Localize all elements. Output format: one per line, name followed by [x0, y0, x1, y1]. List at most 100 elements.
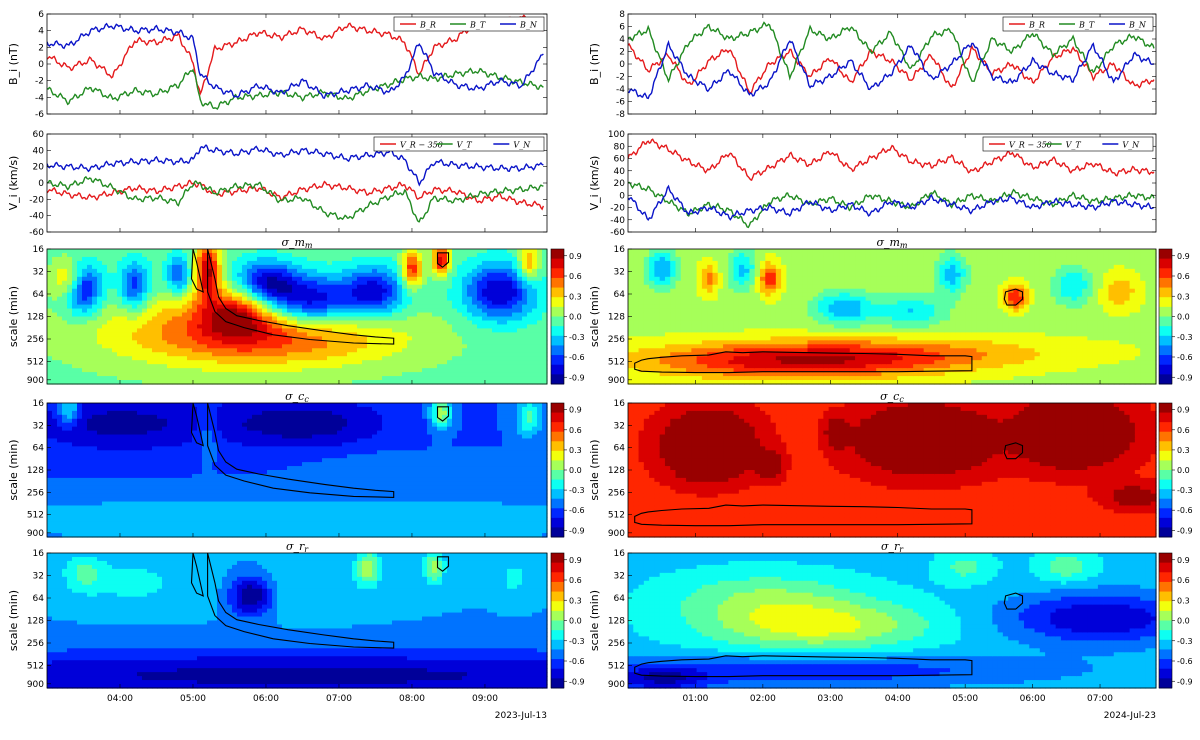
- heatmap-cell: [182, 368, 188, 373]
- heatmap-cell: [287, 376, 293, 381]
- heatmap-cell: [327, 285, 333, 290]
- heatmap-cell: [482, 305, 488, 310]
- heatmap-cell: [212, 340, 218, 345]
- heatmap-cell: [367, 324, 373, 329]
- heatmap-cell: [307, 265, 313, 270]
- heatmap-cell: [382, 265, 388, 270]
- heatmap-cell: [477, 293, 483, 298]
- heatmap-cell: [352, 328, 358, 333]
- heatmap-cell: [117, 273, 123, 278]
- heatmap-cell: [102, 313, 108, 318]
- heatmap-cell: [77, 403, 83, 408]
- heatmap-cell: [242, 313, 248, 318]
- heatmap-cell: [372, 317, 378, 322]
- heatmap-cell: [267, 257, 273, 262]
- heatmap-cell: [172, 336, 178, 341]
- heatmap-cell: [532, 356, 538, 361]
- heatmap-cell: [272, 273, 278, 278]
- heatmap-cell: [72, 415, 78, 420]
- heatmap-cell: [137, 317, 143, 322]
- heatmap-cell: [347, 364, 353, 369]
- heatmap-cell: [257, 313, 263, 318]
- heatmap-cell: [107, 348, 113, 353]
- heatmap-cell: [57, 249, 63, 254]
- heatmap-cell: [377, 297, 383, 302]
- heatmap-cell: [372, 320, 378, 325]
- heatmap-cell: [387, 348, 393, 353]
- heatmap-cell: [62, 529, 68, 534]
- heatmap-cell: [457, 336, 463, 341]
- heatmap-cell: [262, 348, 268, 353]
- heatmap-cell: [272, 348, 278, 353]
- heatmap-cell: [182, 336, 188, 341]
- heatmap-cell: [302, 273, 308, 278]
- heatmap-cell: [262, 368, 268, 373]
- heatmap-cell: [202, 261, 208, 266]
- heatmap-cell: [307, 360, 313, 365]
- heatmap-cell: [517, 317, 523, 322]
- heatmap-cell: [527, 277, 533, 282]
- heatmap-cell: [332, 372, 338, 377]
- heatmap-cell: [297, 269, 303, 274]
- heatmap-cell: [132, 281, 138, 286]
- heatmap-cell: [537, 293, 543, 298]
- heatmap-cell: [362, 360, 368, 365]
- heatmap-cell: [432, 340, 438, 345]
- heatmap-cell: [77, 317, 83, 322]
- heatmap-cell: [97, 301, 103, 306]
- heatmap-cell: [337, 253, 343, 258]
- heatmap-cell: [207, 320, 213, 325]
- heatmap-cell: [387, 372, 393, 377]
- heatmap-cell: [417, 309, 423, 314]
- heatmap-cell: [397, 277, 403, 282]
- heatmap-cell: [87, 427, 93, 432]
- heatmap-cell: [257, 257, 263, 262]
- heatmap-cell: [437, 285, 443, 290]
- heatmap-cell: [272, 281, 278, 286]
- heatmap-cell: [52, 336, 58, 341]
- heatmap-cell: [507, 368, 513, 373]
- heatmap-cell: [302, 352, 308, 357]
- heatmap-cell: [357, 253, 363, 258]
- heatmap-cell: [227, 285, 233, 290]
- heatmap-cell: [77, 309, 83, 314]
- heatmap-cell: [337, 297, 343, 302]
- heatmap-cell: [527, 285, 533, 290]
- heatmap-cell: [217, 309, 223, 314]
- heatmap-cell: [207, 348, 213, 353]
- heatmap-cell: [537, 265, 543, 270]
- heatmap-cell: [502, 364, 508, 369]
- heatmap-cell: [67, 305, 73, 310]
- heatmap-cell: [47, 494, 53, 499]
- heatmap-cell: [507, 372, 513, 377]
- heatmap-cell: [172, 257, 178, 262]
- heatmap-cell: [447, 317, 453, 322]
- heatmap-cell: [327, 372, 333, 377]
- heatmap-cell: [367, 348, 373, 353]
- heatmap-cell: [172, 348, 178, 353]
- heatmap-cell: [82, 458, 88, 463]
- heatmap-cell: [347, 324, 353, 329]
- heatmap-cell: [152, 317, 158, 322]
- heatmap-cell: [67, 324, 73, 329]
- heatmap-cell: [187, 257, 193, 262]
- heatmap-cell: [272, 277, 278, 282]
- heatmap-cell: [432, 261, 438, 266]
- heatmap-cell: [267, 360, 273, 365]
- heatmap-cell: [497, 273, 503, 278]
- heatmap-cell: [162, 313, 168, 318]
- heatmap-cell: [147, 277, 153, 282]
- heatmap-cell: [387, 253, 393, 258]
- heatmap-cell: [417, 320, 423, 325]
- heatmap-cell: [162, 265, 168, 270]
- heatmap-cell: [372, 265, 378, 270]
- heatmap-cell: [252, 364, 258, 369]
- legend-label: B_N: [519, 21, 538, 30]
- heatmap-cell: [517, 269, 523, 274]
- heatmap-cell: [427, 348, 433, 353]
- heatmap-cell: [227, 336, 233, 341]
- heatmap-cell: [77, 458, 83, 463]
- heatmap-cell: [277, 285, 283, 290]
- heatmap-cell: [57, 348, 63, 353]
- heatmap-cell: [62, 368, 68, 373]
